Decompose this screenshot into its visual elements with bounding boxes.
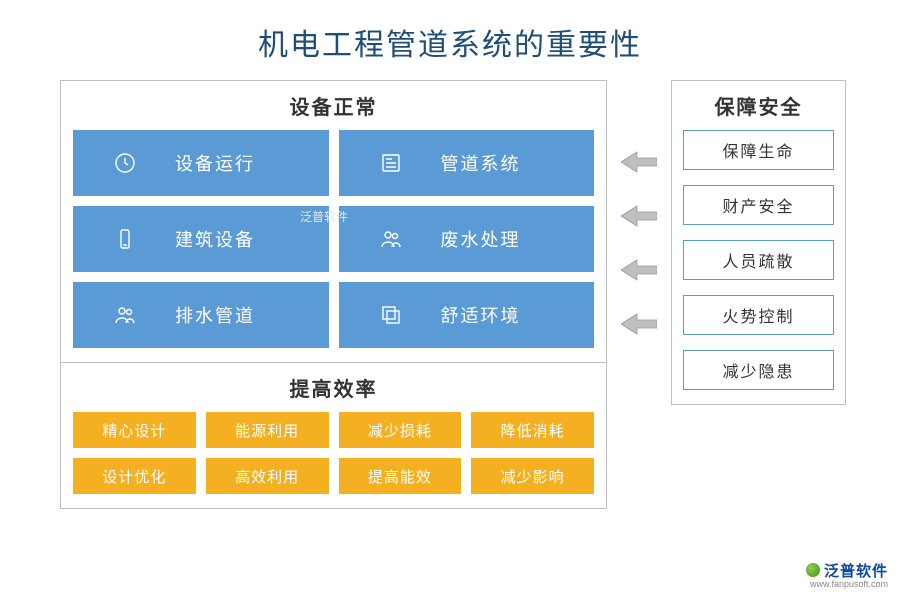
logo-dot-icon	[806, 563, 820, 577]
people-icon	[113, 303, 137, 327]
safety-item: 财产安全	[683, 185, 834, 225]
efficiency-panel-header: 提高效率	[61, 363, 606, 412]
blue-card-label: 舒适环境	[441, 302, 521, 328]
blue-card: 设备运行	[73, 130, 329, 196]
safety-item: 人员疏散	[683, 240, 834, 280]
blue-card-label: 废水处理	[441, 226, 521, 252]
orange-card: 设计优化	[73, 458, 196, 494]
blue-card-label: 设备运行	[175, 150, 255, 176]
arrow-left-icon	[621, 312, 657, 336]
orange-card: 减少损耗	[339, 412, 462, 448]
blue-card-label: 管道系统	[441, 150, 521, 176]
brand-name: 泛普软件	[824, 563, 888, 580]
orange-card: 降低消耗	[471, 412, 594, 448]
arrow-left-icon	[621, 204, 657, 228]
efficiency-panel: 提高效率 精心设计 能源利用 减少损耗 降低消耗 设计优化 高效利用 提高能效 …	[60, 363, 607, 509]
right-column: 保障安全 保障生命 财产安全 人员疏散 火势控制 减少隐患	[671, 80, 846, 405]
brand-watermark: 泛普软件 www.fanpusoft.com	[806, 563, 888, 590]
page-title: 机电工程管道系统的重要性	[0, 0, 900, 64]
blue-card-label: 排水管道	[175, 302, 255, 328]
brand-url: www.fanpusoft.com	[806, 580, 888, 590]
blue-card-label: 建筑设备	[175, 226, 255, 252]
blue-card: 舒适环境	[339, 282, 595, 348]
safety-item: 减少隐患	[683, 350, 834, 390]
equipment-panel: 设备正常 设备运行 管道系统	[60, 80, 607, 363]
equipment-panel-header: 设备正常	[61, 81, 606, 130]
safety-item: 保障生命	[683, 130, 834, 170]
blue-card: 排水管道	[73, 282, 329, 348]
orange-card: 提高能效	[339, 458, 462, 494]
clock-icon	[113, 151, 137, 175]
windows-icon	[379, 303, 403, 327]
orange-card: 高效利用	[206, 458, 329, 494]
blue-card: 建筑设备	[73, 206, 329, 272]
arrow-left-icon	[621, 150, 657, 174]
blue-card: 管道系统	[339, 130, 595, 196]
arrow-left-icon	[621, 258, 657, 282]
arrows-column	[621, 80, 657, 336]
safety-list: 保障生命 财产安全 人员疏散 火势控制 减少隐患	[672, 130, 845, 390]
orange-card: 精心设计	[73, 412, 196, 448]
layout: 设备正常 设备运行 管道系统	[0, 64, 900, 509]
document-icon	[379, 151, 403, 175]
safety-item: 火势控制	[683, 295, 834, 335]
safety-panel: 保障安全 保障生命 财产安全 人员疏散 火势控制 减少隐患	[671, 80, 846, 405]
blue-card: 废水处理	[339, 206, 595, 272]
orange-card: 减少影响	[471, 458, 594, 494]
orange-card: 能源利用	[206, 412, 329, 448]
people-icon	[379, 227, 403, 251]
phone-icon	[113, 227, 137, 251]
efficiency-grid: 精心设计 能源利用 减少损耗 降低消耗 设计优化 高效利用 提高能效 减少影响	[61, 412, 606, 508]
equipment-grid: 设备运行 管道系统 建筑设备	[61, 130, 606, 362]
left-column: 设备正常 设备运行 管道系统	[60, 80, 607, 509]
safety-panel-header: 保障安全	[672, 81, 845, 130]
